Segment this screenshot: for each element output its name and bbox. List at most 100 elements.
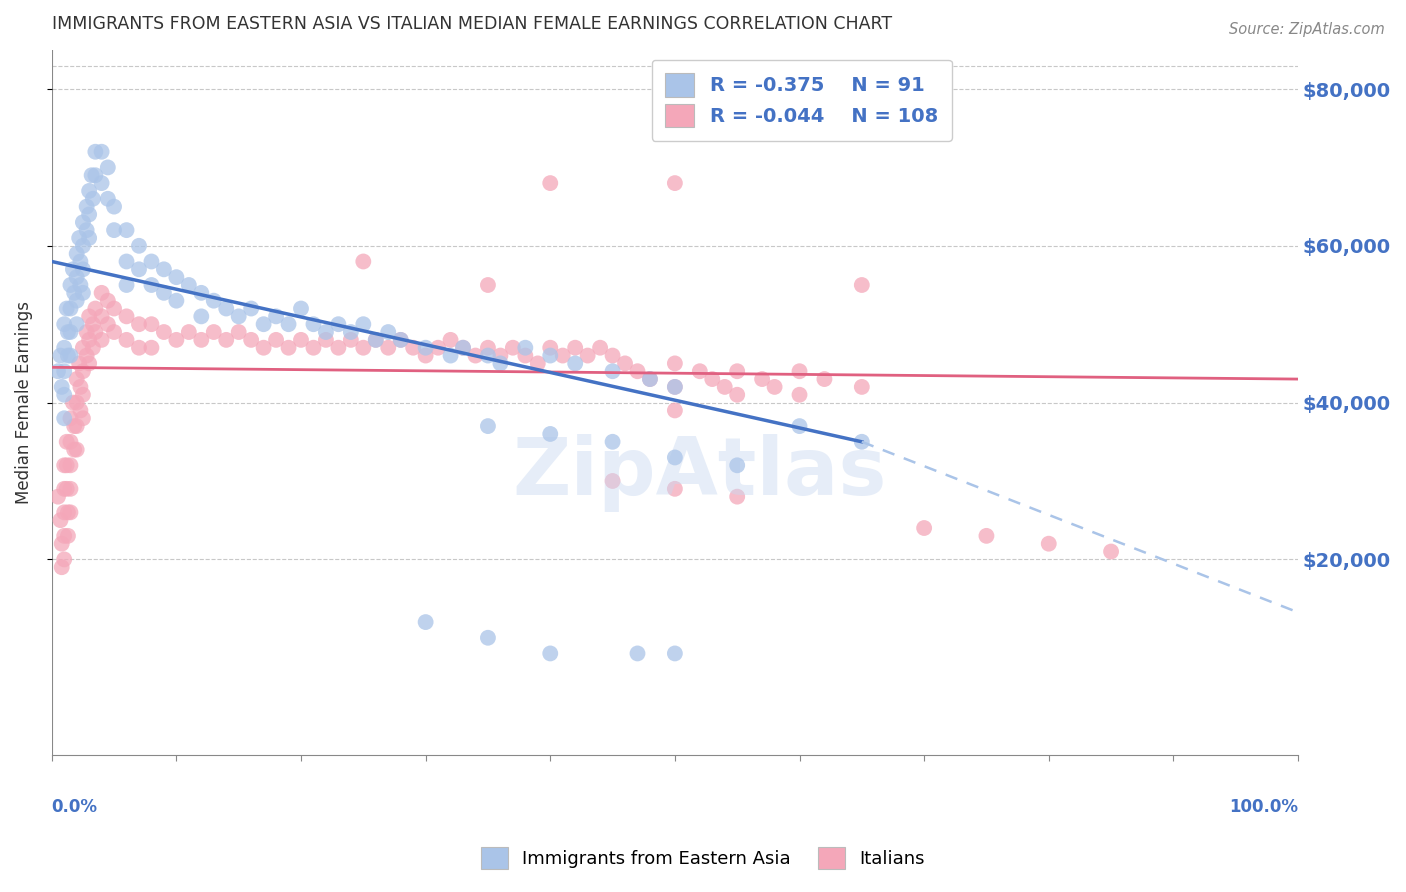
Point [90, 310, 112, 324]
Point [240, 333, 263, 347]
Point [464, 349, 486, 363]
Point [67, 231, 90, 245]
Point [141, 254, 163, 268]
Point [202, 325, 225, 339]
Point [389, 333, 412, 347]
Point [415, 349, 437, 363]
Point [66, 246, 89, 260]
Point [53, 364, 76, 378]
Point [664, 176, 686, 190]
Point [90, 145, 112, 159]
Point [215, 301, 238, 316]
Point [115, 278, 138, 293]
Text: 0.0%: 0.0% [52, 797, 98, 815]
Point [67, 356, 90, 370]
Point [689, 364, 711, 378]
Point [602, 364, 624, 378]
Point [77, 207, 100, 221]
Point [77, 231, 100, 245]
Point [153, 325, 176, 339]
Point [84, 325, 107, 339]
Point [66, 442, 89, 457]
Point [290, 301, 312, 316]
Point [141, 341, 163, 355]
Point [451, 341, 474, 355]
Point [103, 325, 125, 339]
Point [202, 293, 225, 308]
Point [489, 356, 512, 370]
Point [51, 380, 73, 394]
Point [66, 317, 89, 331]
Point [664, 356, 686, 370]
Point [576, 349, 599, 363]
Point [66, 419, 89, 434]
Point [66, 293, 89, 308]
Point [551, 349, 574, 363]
Point [538, 341, 561, 355]
Point [165, 333, 187, 347]
Point [72, 285, 94, 300]
Point [63, 419, 86, 434]
Point [725, 490, 748, 504]
Point [614, 356, 637, 370]
Point [59, 482, 82, 496]
Point [377, 325, 399, 339]
Point [664, 647, 686, 661]
Point [352, 317, 374, 331]
Point [725, 388, 748, 402]
Point [451, 341, 474, 355]
Point [63, 285, 86, 300]
Point [63, 442, 86, 457]
Point [315, 333, 337, 347]
Point [55, 301, 77, 316]
Point [59, 325, 82, 339]
Point [115, 310, 138, 324]
Point [69, 254, 91, 268]
Point [141, 278, 163, 293]
Point [190, 310, 212, 324]
Point [77, 310, 100, 324]
Point [725, 458, 748, 473]
Point [664, 380, 686, 394]
Point [626, 364, 648, 378]
Point [141, 317, 163, 331]
Point [477, 341, 499, 355]
Point [76, 200, 98, 214]
Point [90, 333, 112, 347]
Point [165, 270, 187, 285]
Point [264, 333, 287, 347]
Point [128, 239, 150, 253]
Point [59, 349, 82, 363]
Point [664, 380, 686, 394]
Point [477, 278, 499, 293]
Point [56, 529, 79, 543]
Point [53, 505, 76, 519]
Point [77, 333, 100, 347]
Point [277, 341, 299, 355]
Point [72, 239, 94, 253]
Point [62, 395, 84, 409]
Point [53, 529, 76, 543]
Text: ZipAtlas: ZipAtlas [513, 434, 887, 512]
Point [53, 388, 76, 402]
Point [664, 403, 686, 417]
Point [725, 364, 748, 378]
Point [76, 325, 98, 339]
Point [55, 482, 77, 496]
Point [328, 317, 350, 331]
Point [252, 317, 274, 331]
Point [53, 458, 76, 473]
Point [128, 317, 150, 331]
Point [59, 505, 82, 519]
Point [53, 482, 76, 496]
Point [538, 349, 561, 363]
Point [72, 341, 94, 355]
Point [53, 411, 76, 425]
Point [97, 192, 120, 206]
Point [215, 333, 238, 347]
Point [664, 450, 686, 465]
Point [638, 372, 661, 386]
Legend: Immigrants from Eastern Asia, Italians: Immigrants from Eastern Asia, Italians [472, 838, 934, 879]
Point [240, 301, 263, 316]
Point [264, 310, 287, 324]
